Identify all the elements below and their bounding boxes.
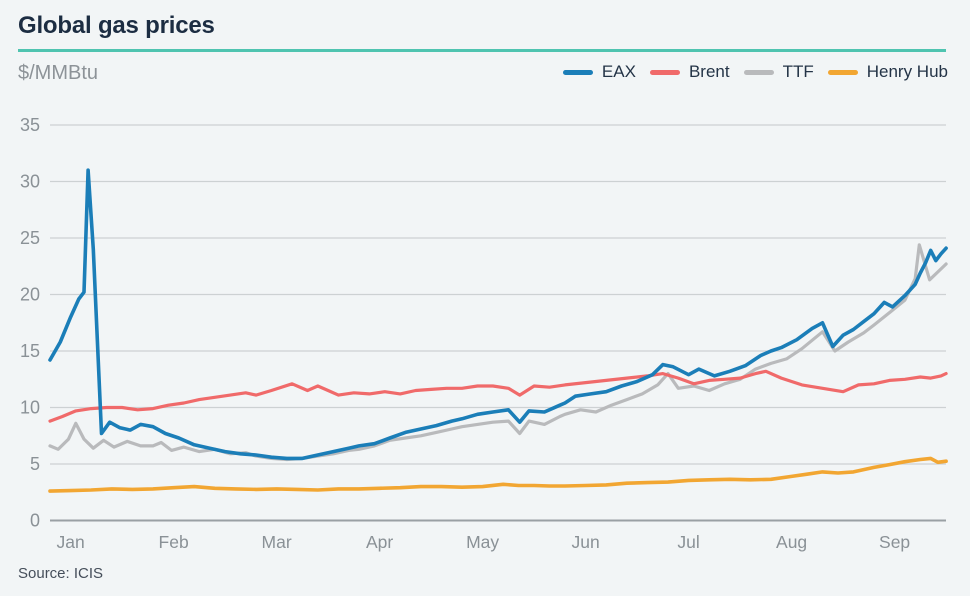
title-accent-rule — [18, 49, 946, 52]
x-tick-mar: Mar — [262, 532, 292, 552]
henry-hub-line-swatch-icon — [827, 69, 858, 75]
x-tick-may: May — [466, 532, 499, 552]
series-line-ttf — [48, 243, 948, 462]
x-tick-jan: Jan — [56, 532, 84, 552]
y-tick-10: 10 — [20, 398, 40, 418]
bottom-margin-strip — [0, 596, 970, 614]
y-tick-0: 0 — [30, 511, 40, 531]
y-tick-35: 35 — [20, 115, 40, 135]
y-axis-units-label: $/MMBtu — [18, 62, 99, 84]
chart-title: Global gas prices — [18, 12, 215, 39]
y-tick-15: 15 — [20, 341, 40, 361]
series-line-henry-hub — [48, 456, 948, 493]
legend-label-ttf: TTF — [782, 62, 814, 81]
chart-legend: EAX Brent TTF Henry Hub — [562, 62, 948, 82]
eax-line-swatch-icon — [562, 69, 593, 75]
legend-item-brent: Brent — [649, 62, 730, 82]
x-tick-jun: Jun — [571, 532, 599, 552]
source-attribution: Source: ICIS — [18, 565, 104, 582]
ttf-line-swatch-icon — [743, 69, 774, 75]
x-tick-feb: Feb — [159, 532, 189, 552]
y-tick-20: 20 — [20, 285, 40, 305]
x-tick-jul: Jul — [677, 532, 699, 552]
y-tick-25: 25 — [20, 228, 40, 248]
series-line-brent — [48, 369, 948, 423]
y-tick-30: 30 — [20, 172, 40, 192]
legend-label-eax: EAX — [601, 62, 636, 81]
x-tick-aug: Aug — [776, 532, 807, 552]
legend-item-eax: EAX — [562, 62, 636, 82]
y-tick-5: 5 — [30, 454, 40, 474]
x-tick-sep: Sep — [879, 532, 910, 552]
legend-label-henry-hub: Henry Hub — [866, 62, 948, 81]
legend-label-brent: Brent — [688, 62, 730, 81]
x-tick-apr: Apr — [366, 532, 393, 552]
legend-item-henry-hub: Henry Hub — [827, 62, 948, 82]
brent-line-swatch-icon — [649, 69, 680, 75]
legend-item-ttf: TTF — [743, 62, 814, 82]
series-line-eax — [48, 168, 948, 461]
